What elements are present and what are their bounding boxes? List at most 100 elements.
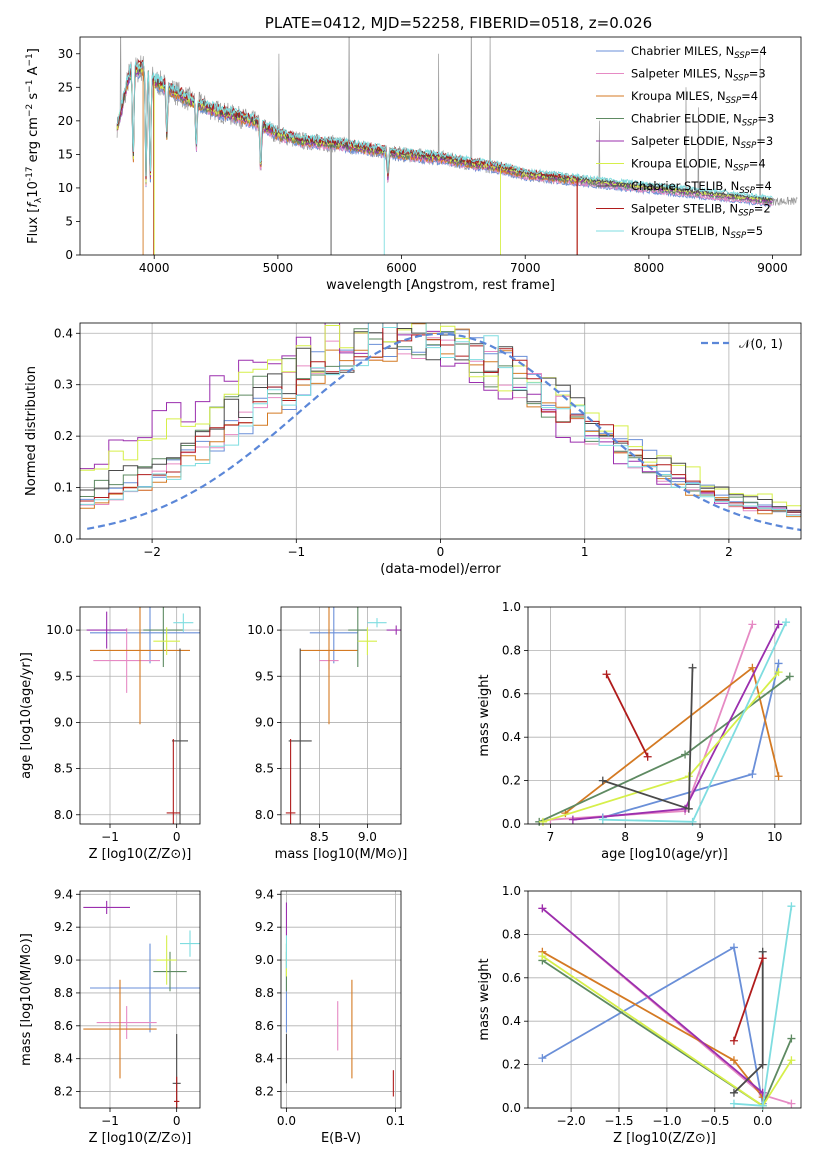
weight-series-line-6 [602, 667, 694, 811]
legend-sub: SSP [742, 119, 758, 129]
x-tick-label: 0.0 [277, 1114, 296, 1128]
weight-marker [729, 1036, 738, 1045]
y-tick-label: 0.0 [502, 817, 521, 831]
y-tick-label: 0.4 [502, 730, 521, 744]
x-tick-label: 4000 [139, 261, 170, 275]
mass-vs-ebv-xlabel: E(B-V) [321, 1131, 361, 1146]
weight-marker [785, 672, 794, 681]
y-tick-label: 9.2 [54, 920, 73, 934]
x-tick-label: 8.5 [310, 830, 329, 844]
legend-text: Chabrier MILES, N [631, 44, 734, 58]
y-tick-label: 0.6 [502, 687, 521, 701]
weight-series-line-7 [733, 958, 764, 1041]
weight-series-line-7 [605, 673, 649, 758]
y-tick-label: 15 [58, 147, 73, 161]
x-tick-label: −1.0 [652, 1114, 681, 1128]
x-tick-label: −2 [143, 545, 161, 559]
ylabel-part: f [26, 201, 41, 208]
x-tick-label: 9.0 [358, 830, 377, 844]
x-tick-label: 9000 [757, 261, 788, 275]
weight-marker [681, 750, 690, 759]
y-tick-label: 8.0 [54, 808, 73, 822]
spectrum-title: PLATE=0412, MJD=52258, FIBERID=0518, z=0… [265, 14, 652, 32]
y-tick-label: 8.5 [255, 762, 274, 776]
legend-n: =3 [749, 67, 766, 81]
mass-vs-Z-axes: −1 0 8.2 8.4 8.6 8.8 9.0 9.2 9.4 [54, 887, 200, 1128]
ylabel-part: −2 [25, 104, 35, 117]
weight-marker [598, 776, 607, 785]
y-tick-label: 0.4 [502, 1014, 521, 1028]
legend-text: Kroupa MILES, N [631, 89, 726, 103]
weight-marker [643, 752, 652, 761]
y-tick-label: 0.2 [54, 429, 73, 443]
weight-vs-age-xlabel: age [log10(age/yr)] [601, 847, 728, 862]
x-tick-label: 8 [621, 830, 629, 844]
model-spectrum-line-8 [116, 61, 773, 200]
y-tick-label: 0.3 [54, 378, 73, 392]
y-tick-label: 9.5 [54, 669, 73, 683]
weight-marker [602, 670, 611, 679]
spectrum-frame [79, 36, 802, 256]
ylabel-part: A [26, 66, 41, 79]
ylabel-part: λ [34, 197, 44, 203]
y-tick-label: 0.8 [502, 643, 521, 657]
y-tick-label: 0.4 [54, 326, 73, 340]
weight-vs-age-ylabel: mass weight [477, 674, 492, 756]
y-tick-label: 9.4 [255, 887, 274, 901]
weight-series-line-2 [564, 666, 780, 814]
weight-vs-Z-ylabel: mass weight [477, 958, 492, 1040]
spectrum-xlabel: wavelength [Angstrom, rest frame] [326, 278, 555, 293]
legend-n: =4 [755, 179, 772, 193]
y-tick-label: 10.0 [46, 623, 73, 637]
y-tick-label: 0.0 [54, 532, 73, 546]
weight-marker [787, 1099, 796, 1108]
legend-label-0: Chabrier MILES, NSSP=4 [631, 44, 767, 61]
weight-marker [787, 1056, 796, 1065]
age-vs-Z-xlabel: Z [log10(Z/Z⊙)] [89, 847, 192, 862]
weight-vs-age-frame [527, 606, 802, 825]
weight-marker [774, 659, 783, 668]
legend-sub: SSP [739, 186, 755, 196]
y-tick-label: 8.4 [255, 1052, 274, 1066]
ylabel-part: −1 [25, 80, 35, 93]
residuals-axes: −2 −1 0 1 2 0.0 0.1 0.2 0.3 0.4 [54, 323, 801, 559]
weight-marker [774, 772, 783, 781]
legend-sub: SSP [734, 51, 750, 61]
y-tick-label: 8.2 [54, 1085, 73, 1099]
weight-series-line-4 [572, 623, 780, 821]
y-tick-label: 9.2 [255, 920, 274, 934]
y-tick-label: 8.6 [255, 1019, 274, 1033]
weight-vs-Z-axes: −2.0 −1.5 −1.0 −0.5 0.0 0.0 0.2 0.4 0.6 0.8 1.0 [502, 884, 801, 1128]
weight-marker [758, 954, 767, 963]
weight-marker [538, 817, 547, 826]
weight-marker [748, 663, 757, 672]
legend-n: =3 [756, 134, 773, 148]
y-tick-label: 8.6 [54, 1019, 73, 1033]
x-tick-label: 7 [547, 830, 555, 844]
legend-sub: SSP [733, 74, 749, 84]
y-tick-label: 9.0 [255, 953, 274, 967]
weight-marker [538, 952, 547, 961]
weight-marker [787, 1034, 796, 1043]
legend-label-3: Chabrier ELODIE, NSSP=3 [631, 112, 774, 129]
x-tick-label: 2 [725, 545, 733, 559]
y-tick-label: 0.0 [502, 1101, 521, 1115]
mass-vs-Z-frame [79, 890, 201, 1109]
legend-label-8: Kroupa STELIB, NSSP=5 [631, 224, 763, 241]
x-tick-label: 7000 [510, 261, 541, 275]
y-tick-label: 10 [58, 181, 73, 195]
y-tick-label: 8.8 [54, 986, 73, 1000]
spectrum-axes: 4000 5000 6000 7000 8000 9000 0 5 10 15 20 25 30 [58, 47, 788, 275]
y-tick-label: 0.2 [502, 1058, 521, 1072]
spectrum-ylabel: Flux [fλ10-17 erg cm−2 s−1 A−1] [25, 48, 44, 244]
weight-marker [729, 943, 738, 952]
x-tick-label: −1.5 [604, 1114, 633, 1128]
y-tick-label: 20 [58, 114, 73, 128]
legend-sub: SSP [741, 141, 757, 151]
y-tick-label: 9.4 [54, 887, 73, 901]
mass-vs-ebv-frame [280, 890, 402, 1109]
legend-label-4: Salpeter ELODIE, NSSP=3 [631, 134, 773, 151]
weight-marker [748, 620, 757, 629]
residuals-xlabel: (data-model)/error [380, 562, 501, 577]
mass-vs-ebv-axes: 0.0 0.1 8.2 8.4 8.6 8.8 9.0 9.2 9.4 [255, 887, 405, 1128]
